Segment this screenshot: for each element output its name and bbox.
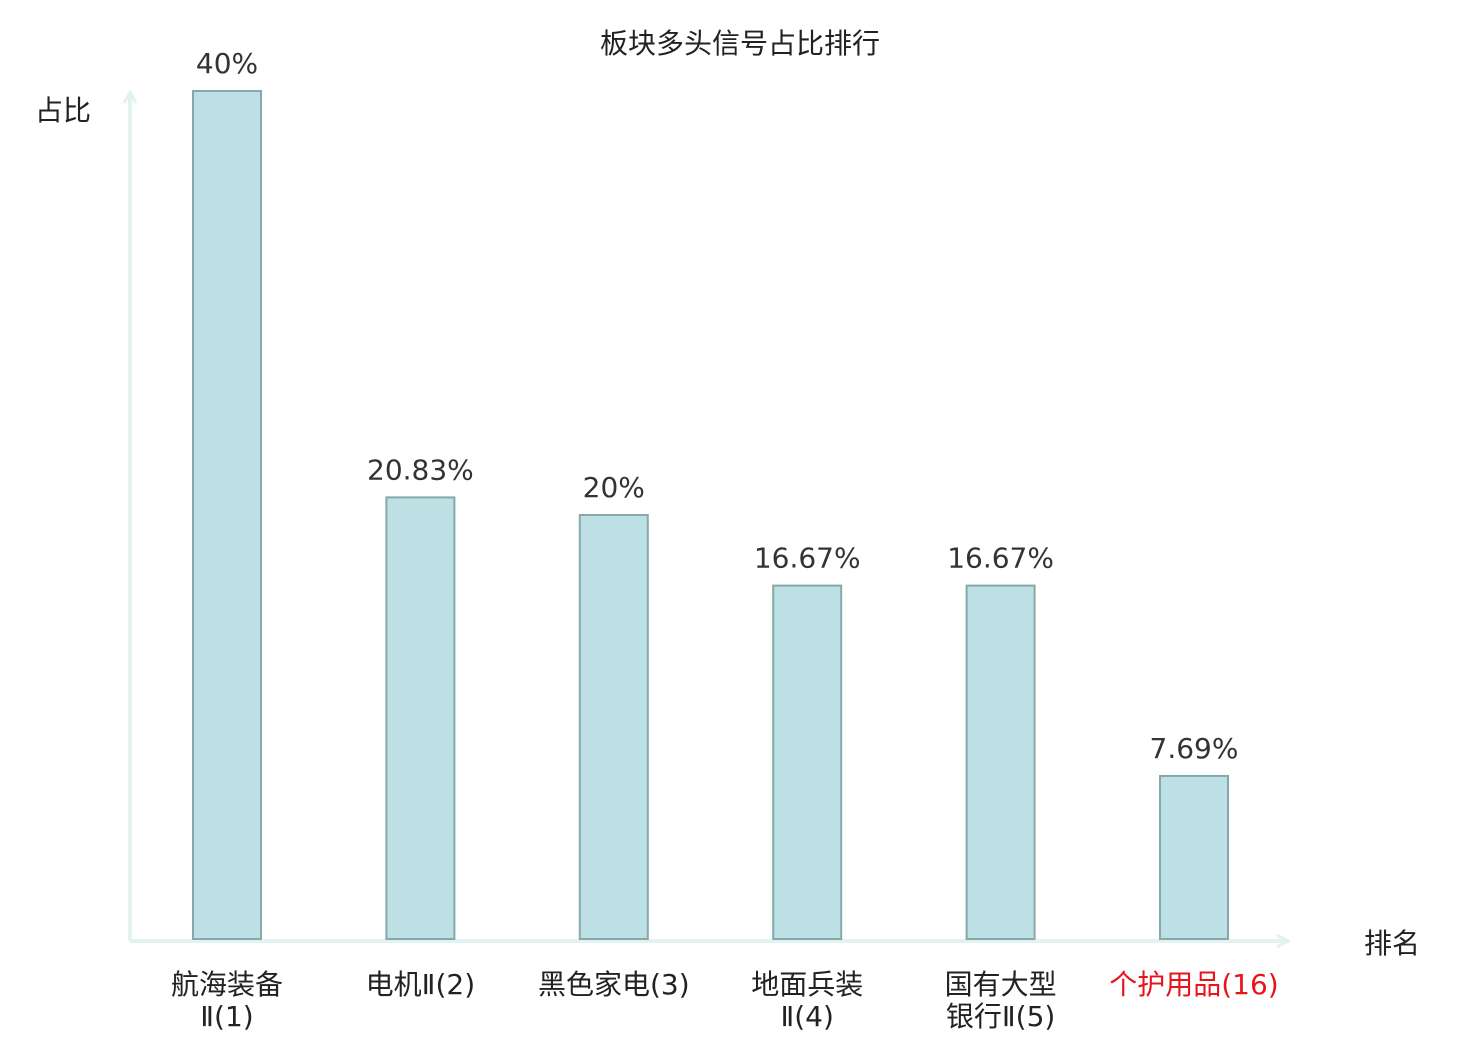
x-axis-label: 排名	[1364, 927, 1420, 960]
bar-value-label: 20%	[583, 471, 645, 504]
category-label: 电机Ⅱ(2)	[366, 968, 475, 1001]
bar	[965, 584, 1036, 940]
bar-value-label: 7.69%	[1150, 732, 1239, 765]
bar-value-label: 16.67%	[947, 542, 1054, 575]
category-label: Ⅱ(1)	[200, 1000, 253, 1033]
bar-value-label: 20.83%	[367, 453, 474, 486]
bar	[1159, 774, 1229, 940]
bar	[385, 496, 456, 940]
y-axis-label: 占比	[35, 94, 91, 127]
value-labels-group: 40% 20.83% 20% 16.67% 16.67% 7.69%	[196, 47, 1239, 765]
category-label: 国有大型	[945, 968, 1057, 1001]
bar-value-label: 16.67%	[754, 542, 861, 575]
category-label: 银行Ⅱ(5)	[946, 1000, 1055, 1033]
category-label: 个护用品(16)	[1109, 968, 1278, 1001]
bar	[578, 514, 649, 940]
bar	[192, 90, 262, 940]
category-label: 地面兵装	[751, 968, 863, 1001]
chart-title: 板块多头信号占比排行	[600, 27, 880, 60]
category-label: 航海装备	[171, 968, 283, 1001]
bars-group	[192, 90, 1229, 940]
category-label: 黑色家电(3)	[538, 968, 690, 1001]
category-label: Ⅱ(4)	[780, 1000, 833, 1033]
bar-value-label: 40%	[196, 47, 258, 80]
bar	[772, 584, 843, 940]
